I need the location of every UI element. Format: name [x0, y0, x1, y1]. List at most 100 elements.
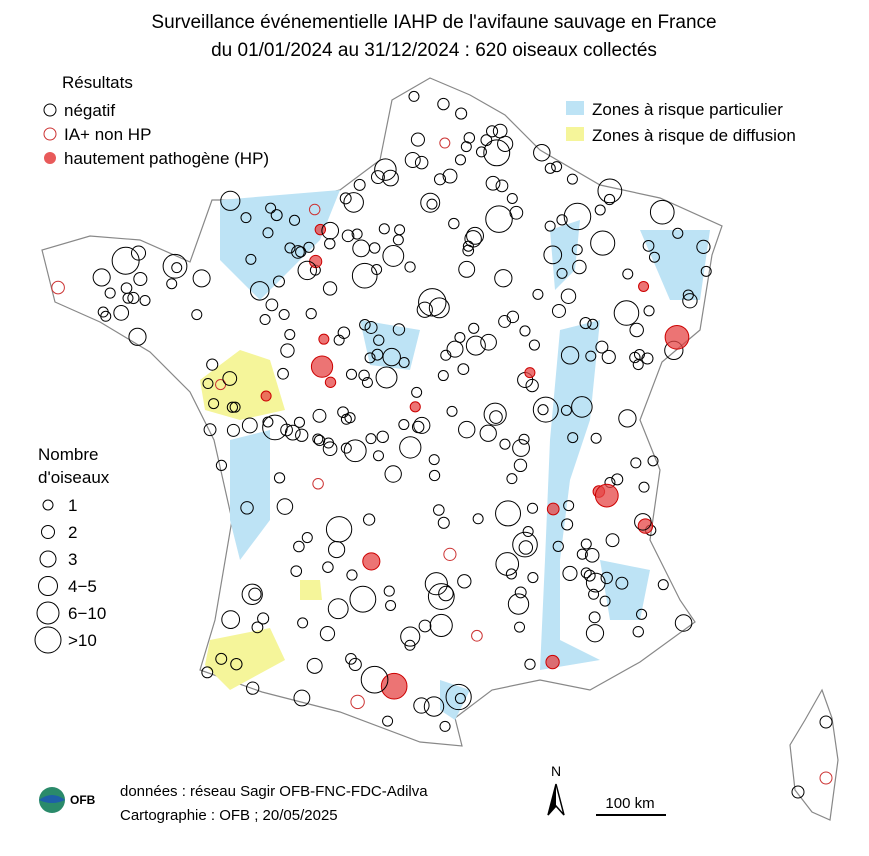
- north-label: N: [551, 763, 561, 779]
- point-negative: [293, 689, 311, 707]
- corsica-outline: [789, 688, 839, 821]
- point-negative: [458, 260, 476, 278]
- point-negative: [328, 540, 346, 559]
- point-negative: [460, 141, 472, 153]
- point-negative: [297, 260, 317, 281]
- point-negative: [133, 271, 148, 287]
- point-negative: [284, 242, 296, 254]
- point-negative: [278, 309, 290, 321]
- point-negative: [479, 424, 497, 442]
- point-negative: [340, 442, 352, 454]
- point-negative: [437, 370, 449, 382]
- point-negative: [352, 239, 370, 258]
- point-negative: [345, 652, 357, 665]
- size-label: >10: [68, 631, 97, 650]
- point-negative: [509, 205, 524, 220]
- point-negative: [343, 439, 367, 463]
- point-negative: [202, 378, 214, 390]
- point-negative: [322, 281, 338, 296]
- legend-label: négatif: [64, 101, 115, 120]
- point-negative: [201, 666, 214, 679]
- point-negative: [404, 261, 416, 273]
- legend-swatch: [566, 127, 584, 141]
- point-negative: [408, 90, 420, 102]
- point-hp: [594, 483, 619, 508]
- point-negative: [514, 621, 526, 633]
- point-negative: [241, 583, 263, 605]
- point-negative: [599, 595, 611, 607]
- point-negative: [251, 621, 264, 634]
- point-negative: [633, 348, 645, 360]
- point-negative: [280, 343, 295, 358]
- point-negative: [111, 246, 140, 275]
- point-negative: [322, 437, 335, 449]
- point-ia: [471, 629, 483, 642]
- title-line: du 01/01/2024 au 31/12/2024 : 620 oiseau…: [211, 40, 657, 61]
- point-negative: [519, 325, 531, 337]
- point-negative: [603, 193, 616, 206]
- point-negative: [319, 626, 336, 642]
- point-negative: [483, 402, 507, 426]
- point-negative: [312, 433, 324, 445]
- point-negative: [324, 237, 336, 250]
- point-negative: [613, 300, 640, 326]
- point-negative: [532, 288, 544, 300]
- point-negative: [399, 436, 422, 459]
- point-negative: [284, 329, 296, 341]
- point-negative: [221, 610, 241, 629]
- point-negative: [551, 303, 566, 318]
- point-negative: [506, 473, 518, 485]
- credit: Cartographie : OFB ; 20/05/2025: [120, 807, 338, 824]
- point-negative: [249, 281, 270, 301]
- point-hp: [314, 223, 327, 236]
- point-negative: [672, 227, 684, 239]
- point-hp: [546, 502, 560, 516]
- point-negative: [162, 253, 188, 279]
- point-negative: [345, 368, 358, 380]
- point-negative: [485, 175, 501, 191]
- point-negative: [560, 404, 572, 416]
- point-negative: [246, 681, 260, 695]
- point-negative: [382, 347, 401, 367]
- point-negative: [657, 579, 669, 591]
- point-negative: [507, 593, 530, 615]
- point-negative: [512, 439, 530, 457]
- france-outline: [41, 77, 723, 747]
- point-negative: [533, 144, 551, 162]
- point-negative: [518, 540, 534, 555]
- point-negative: [611, 473, 624, 486]
- point-negative: [410, 132, 425, 147]
- point-negative: [382, 245, 405, 267]
- point-negative: [248, 587, 262, 601]
- point-negative: [635, 608, 648, 620]
- point-negative: [572, 259, 587, 275]
- point-negative: [192, 269, 211, 288]
- point-negative: [560, 346, 580, 365]
- point-negative: [585, 624, 605, 643]
- point-negative: [483, 139, 511, 167]
- diffusion-zones: [200, 350, 322, 690]
- point-hp: [362, 552, 381, 571]
- point-negative: [600, 571, 613, 585]
- point-negative: [437, 516, 450, 529]
- point-negative: [492, 123, 508, 139]
- point-negative: [293, 540, 305, 553]
- point-negative: [601, 349, 616, 365]
- point-hp: [260, 390, 272, 402]
- point-negative: [97, 306, 109, 318]
- point-negative: [506, 192, 518, 204]
- point-negative: [313, 434, 326, 447]
- title-line: Surveillance événementielle IAHP de l'av…: [151, 12, 716, 33]
- size-label: 2: [68, 523, 77, 542]
- point-negative: [384, 465, 402, 483]
- point-negative: [489, 410, 503, 424]
- point-negative: [494, 269, 513, 288]
- point-negative: [495, 179, 509, 193]
- point-negative: [629, 322, 644, 338]
- point-negative: [128, 327, 147, 346]
- point-negative: [647, 455, 659, 467]
- point-hp: [409, 401, 421, 413]
- point-negative: [819, 771, 833, 785]
- point-negative: [512, 531, 538, 558]
- point-negative: [374, 158, 397, 181]
